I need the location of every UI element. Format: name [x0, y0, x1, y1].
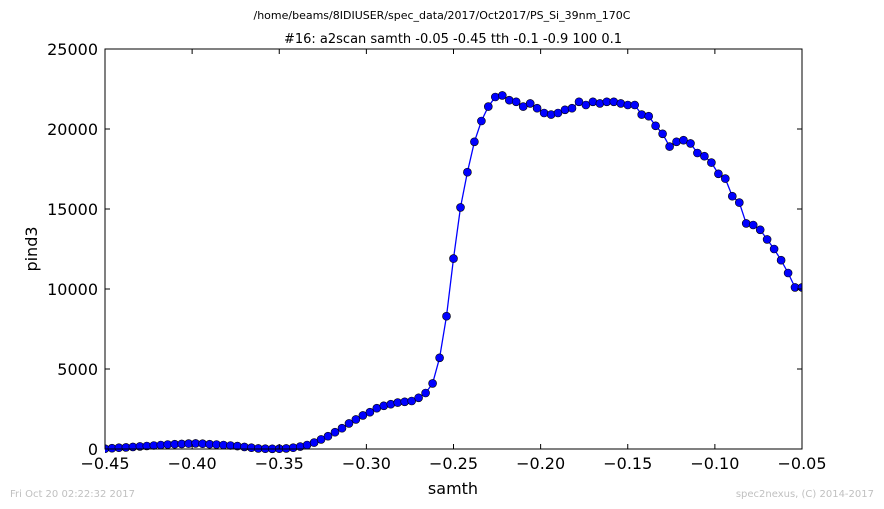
data-point	[588, 97, 598, 107]
x-tick-label: −0.10	[690, 454, 739, 473]
data-point	[477, 116, 486, 126]
data-point	[630, 100, 640, 110]
data-point	[463, 167, 472, 177]
x-tick-label: −0.40	[168, 454, 217, 473]
x-axis-label: samth	[428, 479, 478, 498]
data-point	[769, 244, 779, 254]
series-line	[105, 94, 802, 450]
data-point	[337, 423, 347, 433]
y-tick-label: 20000	[47, 120, 98, 139]
data-point	[435, 353, 444, 363]
data-point	[637, 110, 647, 119]
data-point	[651, 121, 660, 131]
data-point	[560, 105, 570, 115]
data-point	[714, 169, 723, 179]
data-point	[414, 393, 423, 403]
data-point	[581, 100, 591, 110]
data-point	[762, 235, 772, 244]
x-tick-label: −0.30	[342, 454, 391, 473]
data-point	[616, 99, 626, 108]
data-point	[574, 97, 584, 107]
y-tick-label: 5000	[57, 360, 98, 379]
data-point	[532, 103, 542, 113]
data-point	[525, 99, 535, 108]
x-tick-label: −0.45	[80, 454, 129, 473]
data-point	[776, 255, 786, 265]
data-point	[567, 103, 577, 113]
data-point	[428, 379, 437, 388]
data-point	[707, 158, 716, 167]
data-point	[351, 415, 361, 424]
data-point	[449, 254, 458, 263]
y-tick-label: 15000	[47, 200, 98, 219]
data-point	[330, 427, 340, 437]
data-point	[518, 102, 528, 111]
data-point	[734, 198, 744, 207]
footer-credit: spec2nexus, (C) 2014-2017	[735, 489, 874, 500]
x-tick-label: −0.35	[255, 454, 304, 473]
data-point	[511, 97, 521, 107]
data-point	[748, 220, 758, 230]
data-point	[309, 438, 319, 447]
chart-subtitle: /home/beams/8IDIUSER/spec_data/2017/Oct2…	[254, 9, 631, 22]
x-tick-label: −0.05	[777, 454, 826, 473]
x-tick-label: −0.25	[429, 454, 478, 473]
data-point	[609, 97, 619, 107]
chart-title: #16: a2scan samth -0.05 -0.45 tth -0.1 -…	[284, 32, 622, 47]
data-point	[407, 396, 417, 406]
data-point	[456, 203, 465, 212]
footer-timestamp: Fri Oct 20 02:22:32 2017	[10, 489, 136, 500]
plot-area	[105, 91, 802, 454]
x-tick-label: −0.15	[603, 454, 652, 473]
data-point	[727, 191, 737, 201]
data-point	[344, 419, 354, 428]
data-point	[700, 151, 709, 161]
data-point	[755, 225, 765, 235]
data-point	[316, 435, 326, 444]
x-tick-label: −0.20	[516, 454, 565, 473]
data-point	[490, 92, 500, 102]
data-point	[365, 407, 375, 417]
data-point	[665, 142, 674, 151]
data-point	[483, 102, 493, 111]
data-point	[421, 388, 430, 398]
data-point	[539, 108, 549, 118]
data-point	[672, 137, 681, 147]
data-point	[553, 108, 563, 118]
data-point	[686, 139, 695, 148]
data-point	[644, 111, 654, 121]
data-point	[470, 137, 479, 147]
y-axis-label: pind3	[22, 226, 41, 271]
data-point	[658, 129, 667, 139]
data-point	[720, 174, 730, 183]
data-point	[783, 268, 793, 278]
data-point	[358, 411, 368, 420]
data-point	[497, 91, 507, 100]
data-point	[323, 431, 333, 441]
y-tick-label: 10000	[47, 280, 98, 299]
data-point	[288, 443, 298, 453]
axis-ticks: −0.45 −0.40 −0.35 −0.30 −0.25 −0.20 −0.15 −0.10…	[47, 40, 826, 473]
data-point	[379, 401, 389, 411]
data-point	[442, 311, 451, 321]
data-point	[741, 219, 751, 228]
data-point	[693, 148, 702, 158]
plot-frame	[104, 48, 803, 450]
data-point	[679, 135, 688, 145]
y-tick-label: 0	[88, 440, 98, 459]
y-tick-label: 25000	[47, 40, 98, 59]
